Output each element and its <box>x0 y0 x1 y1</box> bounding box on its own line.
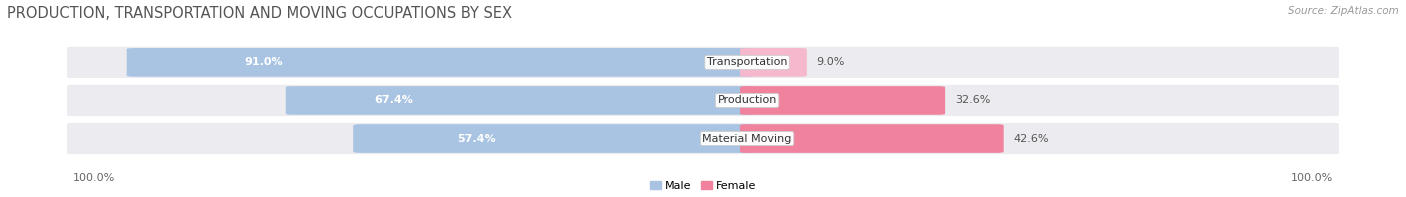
Text: 100.0%: 100.0% <box>1291 173 1333 183</box>
Text: 100.0%: 100.0% <box>73 173 115 183</box>
FancyBboxPatch shape <box>740 124 1004 153</box>
FancyBboxPatch shape <box>66 122 1340 155</box>
Legend: Male, Female: Male, Female <box>645 177 761 195</box>
Text: 42.6%: 42.6% <box>1014 134 1049 144</box>
FancyBboxPatch shape <box>66 46 1340 79</box>
Text: Production: Production <box>717 96 776 105</box>
Text: 67.4%: 67.4% <box>374 96 413 105</box>
Text: 91.0%: 91.0% <box>245 57 283 67</box>
FancyBboxPatch shape <box>740 86 945 115</box>
FancyBboxPatch shape <box>740 48 807 77</box>
FancyBboxPatch shape <box>127 48 754 77</box>
FancyBboxPatch shape <box>285 86 754 115</box>
Text: Source: ZipAtlas.com: Source: ZipAtlas.com <box>1288 6 1399 16</box>
Text: PRODUCTION, TRANSPORTATION AND MOVING OCCUPATIONS BY SEX: PRODUCTION, TRANSPORTATION AND MOVING OC… <box>7 6 512 21</box>
FancyBboxPatch shape <box>353 124 754 153</box>
Text: Transportation: Transportation <box>707 57 787 67</box>
Text: 9.0%: 9.0% <box>817 57 845 67</box>
Text: Material Moving: Material Moving <box>703 134 792 144</box>
FancyBboxPatch shape <box>66 84 1340 117</box>
Text: 57.4%: 57.4% <box>457 134 495 144</box>
Text: 32.6%: 32.6% <box>955 96 990 105</box>
